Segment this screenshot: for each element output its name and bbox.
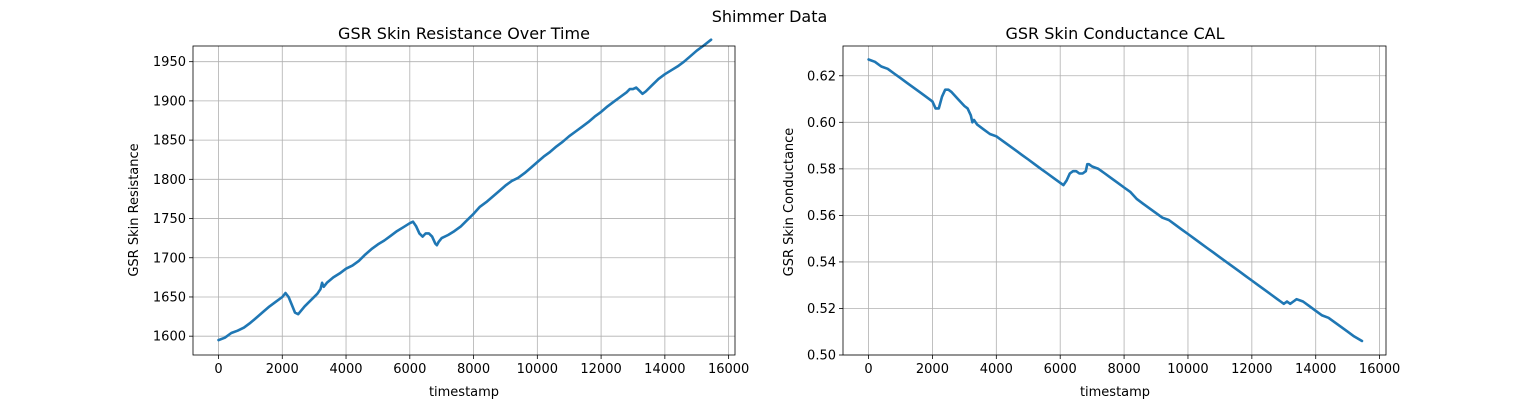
resistance-x-tick-label: 6000 [393, 362, 426, 377]
conductance-series-line [867, 58, 1364, 343]
conductance-x-tick-label: 12000 [1231, 362, 1272, 377]
conductance-y-tick-label: 0.50 [807, 349, 836, 364]
resistance-ticks: 0 2000 4000 6000 8000 10000 12000 14000 16000 160… [153, 55, 749, 377]
resistance-y-tick-label: 1850 [153, 134, 186, 149]
resistance-x-tick-label: 12000 [580, 362, 621, 377]
conductance-y-tick-label: 0.62 [807, 69, 836, 84]
conductance-chart: GSR Skin Conductance CAL timestamp GSR S… [782, 24, 1400, 400]
resistance-grid [193, 46, 735, 355]
conductance-y-tick-label: 0.60 [807, 116, 836, 131]
resistance-x-tick-label: 16000 [708, 362, 749, 377]
conductance-grid [843, 46, 1386, 356]
resistance-x-tick-label: 0 [214, 362, 222, 377]
resistance-series-line [217, 38, 713, 342]
resistance-y-tick-label: 1750 [153, 212, 186, 227]
resistance-x-tick-label: 8000 [457, 362, 490, 377]
conductance-ticks: 0 2000 4000 6000 8000 10000 12000 14000 16000 0.5… [807, 69, 1400, 377]
resistance-y-tick-label: 1600 [153, 330, 186, 345]
conductance-y-tick-label: 0.52 [807, 302, 836, 317]
conductance-x-tick-label: 6000 [1044, 362, 1077, 377]
resistance-y-axis-label: GSR Skin Resistance [127, 143, 142, 276]
resistance-x-tick-label: 10000 [517, 362, 558, 377]
resistance-chart-title: GSR Skin Resistance Over Time [338, 24, 590, 43]
conductance-y-tick-label: 0.58 [807, 162, 836, 177]
conductance-x-tick-label: 14000 [1295, 362, 1336, 377]
conductance-x-tick-label: 2000 [916, 362, 949, 377]
resistance-y-tick-label: 1900 [153, 94, 186, 109]
conductance-y-tick-label: 0.54 [807, 255, 836, 270]
resistance-plot-frame [192, 45, 736, 356]
conductance-x-tick-label: 4000 [980, 362, 1013, 377]
resistance-y-tick-label: 1800 [153, 173, 186, 188]
conductance-y-axis-label: GSR Skin Conductance [782, 128, 797, 277]
conductance-x-axis-label: timestamp [1080, 385, 1150, 400]
figure-title: Shimmer Data [712, 7, 828, 26]
conductance-y-tick-label: 0.56 [807, 209, 836, 224]
conductance-x-tick-label: 0 [864, 362, 872, 377]
resistance-y-tick-label: 1700 [153, 251, 186, 266]
resistance-chart: GSR Skin Resistance Over Time timestamp … [127, 24, 749, 400]
resistance-x-tick-label: 14000 [644, 362, 685, 377]
conductance-x-tick-label: 10000 [1167, 362, 1208, 377]
resistance-y-tick-label: 1950 [153, 55, 186, 70]
conductance-plot-frame [842, 45, 1387, 356]
conductance-x-tick-label: 8000 [1108, 362, 1141, 377]
resistance-y-tick-label: 1650 [153, 290, 186, 305]
resistance-x-axis-label: timestamp [429, 385, 499, 400]
resistance-x-tick-label: 2000 [266, 362, 299, 377]
conductance-x-tick-label: 16000 [1359, 362, 1400, 377]
resistance-x-tick-label: 4000 [329, 362, 362, 377]
conductance-chart-title: GSR Skin Conductance CAL [1005, 24, 1224, 43]
